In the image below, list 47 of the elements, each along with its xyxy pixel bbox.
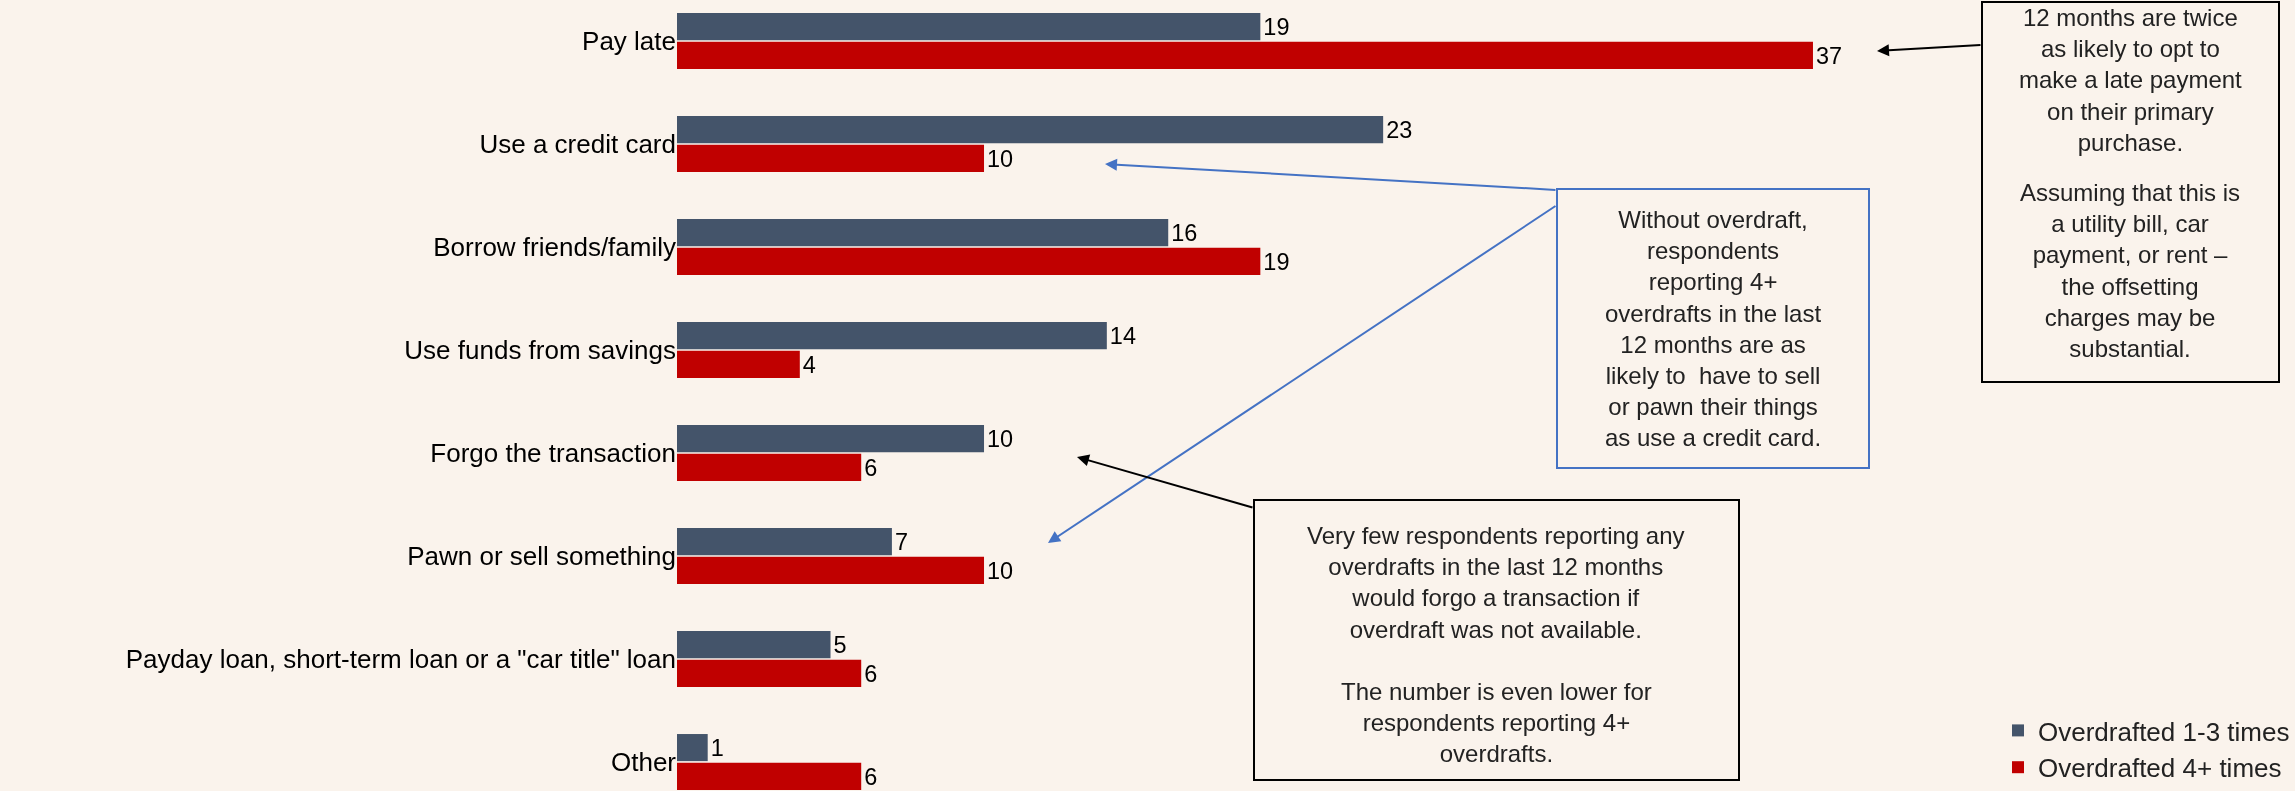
- bar: [677, 247, 1261, 275]
- y-tick-label: Pay late: [582, 26, 676, 57]
- legend-label: Overdrafted 4+ times: [2038, 753, 2282, 784]
- bar: [677, 350, 800, 378]
- annotation: 12 months are twice as likely to opt to make a late payment on their primary purchase.: [2019, 4, 2243, 156]
- data-label: 19: [1263, 248, 1290, 275]
- bar: [677, 631, 831, 659]
- annotation: Assuming that this is a utility bill, car payment, or rent – the offsetting charges may be substantial.: [2020, 179, 2241, 362]
- bar: [677, 322, 1107, 350]
- data-label: 4: [802, 351, 816, 378]
- bar: [677, 144, 985, 172]
- y-tick-label: Borrow friends/family: [433, 232, 676, 263]
- bar: [677, 219, 1169, 247]
- data-label: 37: [1815, 42, 1843, 69]
- bar: [677, 528, 892, 556]
- data-label: 19: [1263, 13, 1290, 40]
- annotation: The number is even lower for respondents reporting 4+ overdrafts.: [1341, 678, 1652, 768]
- y-tick-label: Pawn or sell something: [407, 541, 676, 572]
- data-label: 23: [1386, 116, 1413, 143]
- y-tick-label: Payday loan, short-term loan or a "car title" loan: [125, 644, 676, 675]
- bar: [677, 556, 985, 584]
- data-label: 14: [1109, 322, 1136, 349]
- data-label: 6: [864, 660, 878, 687]
- legend-label: Overdrafted 1-3 times: [2038, 716, 2290, 747]
- data-label: 16: [1171, 219, 1198, 246]
- bar: [677, 453, 862, 481]
- bar: [677, 762, 862, 790]
- y-tick-label: Forgo the transaction: [430, 438, 676, 469]
- annotation: Very few respondents reporting any overdrafts in the last 12 months would forgo a transaction if overdraft was not available.: [1307, 522, 1685, 643]
- bar: [677, 659, 862, 687]
- data-label: 10: [987, 425, 1014, 452]
- y-tick-label: Use a credit card: [479, 129, 676, 160]
- y-tick-label: Other: [610, 747, 677, 778]
- data-label: 5: [833, 631, 847, 658]
- bar: [677, 734, 708, 762]
- data-label: 7: [894, 528, 908, 555]
- data-label: 10: [987, 145, 1014, 172]
- bar: [677, 13, 1261, 41]
- annotation: Without overdraft, respondents reporting 4+ overdrafts in the last 12 months are as likely to have to sell or pawn their things as use a credit card.: [1605, 206, 1822, 452]
- y-tick-label: Use funds from savings: [404, 335, 676, 366]
- data-label: 6: [864, 454, 878, 481]
- bar: [677, 425, 985, 453]
- data-label: 10: [987, 557, 1014, 584]
- bar: [677, 41, 1813, 69]
- data-label: 6: [864, 763, 878, 790]
- data-label: 1: [710, 734, 724, 761]
- bar: [677, 116, 1384, 144]
